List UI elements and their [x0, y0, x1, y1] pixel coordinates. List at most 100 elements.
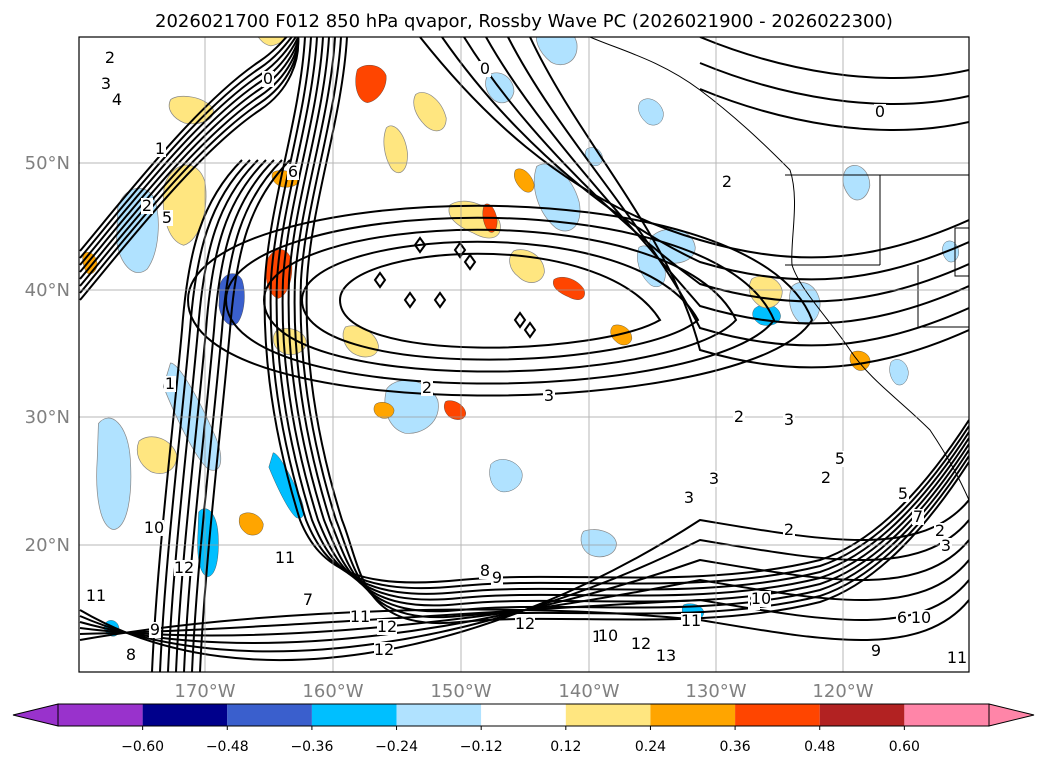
contour-label-bg: [144, 520, 164, 536]
colorbar-segment: [58, 704, 143, 726]
contour-line: [699, 62, 969, 105]
contour-label: 6: [897, 608, 907, 627]
anomaly-patch-outer: [580, 529, 617, 558]
contour-label-bg: [783, 522, 795, 538]
contour-line: [523, 321, 537, 339]
contour-label: 12: [377, 617, 397, 636]
contour-line: [281, 37, 969, 601]
colorbar-tick-label: 0.24: [635, 739, 666, 755]
contour-line: [507, 37, 969, 347]
contour-line: [293, 37, 969, 613]
colorbar-segment: [311, 704, 397, 726]
anomaly-patch: [489, 459, 523, 493]
contour-label: 2: [422, 378, 432, 397]
colorbar: −0.60 −0.48 −0.36 −0.24 −0.12 0.12 0.24 0.36 0.4…: [12, 703, 1035, 755]
contour-line: [269, 37, 969, 590]
contour-label-bg: [870, 643, 882, 659]
contour-line: [453, 241, 467, 259]
contour-line: [224, 216, 776, 385]
colorbar-tick-label: 0.60: [889, 739, 920, 755]
contour-label: 11: [947, 648, 967, 667]
contour-line: [699, 88, 969, 131]
coastline: [954, 227, 969, 277]
contour-line: [79, 37, 300, 273]
contour-label-bg: [683, 490, 695, 506]
y-tick-label: 50°N: [25, 153, 70, 174]
contour-label: 1: [165, 374, 175, 393]
contour-label-bg: [154, 141, 166, 157]
contour-label: 2: [734, 407, 744, 426]
contour-line: [299, 37, 969, 619]
contour-label-bg: [543, 388, 555, 404]
colorbar-segment: [142, 704, 228, 726]
anomaly-patch: [514, 168, 535, 193]
colorbar-segment: [481, 704, 566, 726]
contour-line: [433, 291, 447, 309]
contour-line: [79, 499, 969, 661]
contour-label: 2: [821, 468, 831, 487]
contour-label: 11: [275, 548, 295, 567]
contour-label-bg: [262, 71, 274, 87]
colorbar-segment: [650, 704, 736, 726]
contour-line: [403, 291, 417, 309]
contour-line: [79, 37, 300, 287]
colorbar-tick-label: −0.60: [121, 739, 164, 755]
anomaly-patch-outer: [0, 176, 8, 212]
contour-label: 5: [835, 449, 845, 468]
colorbar-tick-label: −0.24: [375, 739, 418, 755]
contour-label: 2: [722, 172, 732, 191]
anomaly-patch-outer: [533, 163, 581, 232]
contour-label: 12: [631, 634, 651, 653]
contour-label: 0: [480, 59, 490, 78]
contour-label: 3: [784, 410, 794, 429]
contour-label: 2: [105, 48, 115, 67]
contour-line: [413, 236, 427, 254]
y-tick-label: 20°N: [25, 535, 70, 556]
contour-label: 10: [144, 518, 164, 537]
contour-label: 9: [492, 568, 502, 587]
contour-line: [186, 204, 814, 397]
contour-line: [79, 37, 300, 266]
contour-line: [79, 519, 969, 653]
y-tick-label: 40°N: [25, 280, 70, 301]
colorbar-frame: [57, 703, 990, 727]
chart-title: 2026021700 F012 850 hPa qvapor, Rossby W…: [155, 11, 893, 32]
contour-line: [300, 240, 700, 361]
contour-label: 3: [709, 469, 719, 488]
x-tick-label: 150°W: [430, 681, 491, 702]
contour-line: [151, 159, 243, 672]
contour-label: 4: [112, 90, 122, 109]
anomaly-patch: [238, 512, 264, 536]
contour-label: 2: [935, 521, 945, 540]
colorbar-segment: [735, 704, 820, 726]
contour-label-bg: [287, 164, 299, 180]
contour-line: [79, 579, 969, 635]
contour-label-bg: [733, 409, 745, 425]
contour-label: 10: [911, 608, 931, 627]
contour-label-bg: [631, 636, 651, 652]
contour-label: 11: [86, 586, 106, 605]
contour-label-bg: [947, 650, 967, 666]
contour-line: [79, 599, 969, 641]
contour-line: [191, 159, 283, 672]
colorbar-extend-high: [988, 703, 1035, 727]
anomaly-patch-outer: [96, 417, 132, 531]
contour-label-bg: [161, 210, 173, 226]
anomaly-patch: [889, 359, 909, 386]
contour-label: 12: [374, 640, 394, 659]
contour-label-bg: [174, 560, 194, 576]
anomaly-patch: [638, 98, 664, 126]
colorbar-tick-label: 0.48: [804, 739, 835, 755]
contour-line: [699, 37, 969, 79]
contour-label-bg: [681, 613, 701, 629]
colorbar-segment: [565, 704, 651, 726]
contour-label: 8: [480, 561, 490, 580]
contour-label-bg: [149, 622, 161, 638]
colorbar-tick-label: −0.48: [206, 739, 249, 755]
contour-label: 9: [150, 620, 160, 639]
anomaly-patch: [553, 277, 585, 300]
contour-line: [79, 559, 969, 637]
contour-line: [513, 311, 527, 329]
map-frame: [78, 36, 970, 673]
contour-label: 13: [656, 646, 676, 665]
